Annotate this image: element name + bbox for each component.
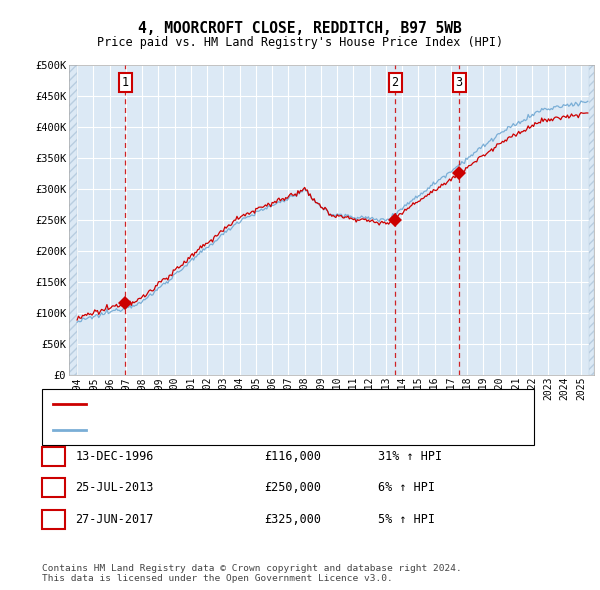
Bar	[589, 65, 594, 375]
Text: 3: 3	[455, 76, 463, 88]
Text: Contains HM Land Registry data © Crown copyright and database right 2024.
This d: Contains HM Land Registry data © Crown c…	[42, 563, 462, 583]
Text: 1: 1	[50, 450, 57, 463]
Text: 2: 2	[50, 481, 57, 494]
Text: 13-DEC-1996: 13-DEC-1996	[76, 450, 154, 463]
Bar	[69, 65, 77, 375]
Text: 4, MOORCROFT CLOSE, REDDITCH, B97 5WB: 4, MOORCROFT CLOSE, REDDITCH, B97 5WB	[138, 21, 462, 36]
Text: 27-JUN-2017: 27-JUN-2017	[76, 513, 154, 526]
Text: 31% ↑ HPI: 31% ↑ HPI	[378, 450, 442, 463]
Text: 6% ↑ HPI: 6% ↑ HPI	[378, 481, 435, 494]
Text: 1: 1	[122, 76, 129, 88]
Text: £250,000: £250,000	[264, 481, 321, 494]
Text: HPI: Average price, detached house, Redditch: HPI: Average price, detached house, Redd…	[93, 425, 379, 435]
Text: £325,000: £325,000	[264, 513, 321, 526]
Text: £116,000: £116,000	[264, 450, 321, 463]
Text: 25-JUL-2013: 25-JUL-2013	[76, 481, 154, 494]
Text: 5% ↑ HPI: 5% ↑ HPI	[378, 513, 435, 526]
Text: 2: 2	[391, 76, 398, 88]
Text: 4, MOORCROFT CLOSE, REDDITCH, B97 5WB (detached house): 4, MOORCROFT CLOSE, REDDITCH, B97 5WB (d…	[93, 399, 444, 409]
Text: Price paid vs. HM Land Registry's House Price Index (HPI): Price paid vs. HM Land Registry's House …	[97, 36, 503, 49]
Text: 3: 3	[50, 513, 57, 526]
